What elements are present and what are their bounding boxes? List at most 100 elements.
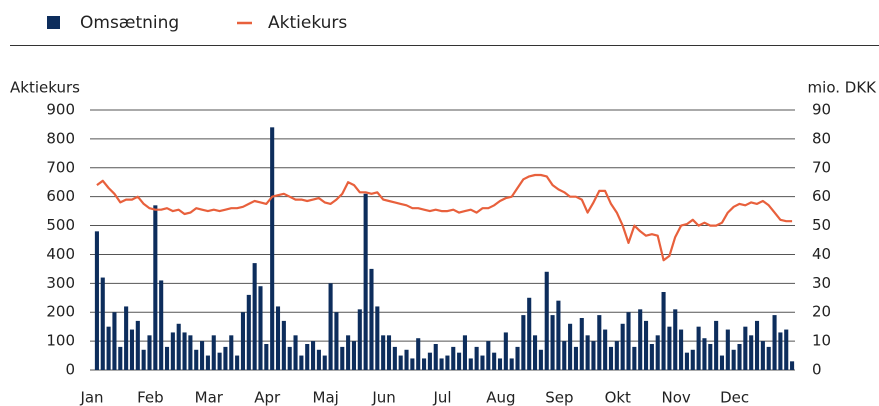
- y-tick-label: 900: [46, 101, 75, 119]
- bar: [305, 344, 310, 370]
- bar: [731, 349, 736, 370]
- bar: [451, 346, 456, 370]
- bar: [608, 346, 614, 370]
- bar: [375, 306, 380, 370]
- bar: [679, 329, 684, 370]
- bar: [719, 355, 725, 370]
- x-tick-label: Mar: [195, 389, 224, 406]
- bar: [381, 335, 386, 370]
- bar: [100, 277, 105, 370]
- bar: [573, 346, 578, 370]
- y2-tick-label: 60: [812, 187, 831, 205]
- bar: [784, 329, 789, 370]
- bar: [194, 349, 199, 370]
- bar: [743, 326, 748, 370]
- bar: [246, 294, 251, 370]
- bar: [392, 346, 397, 370]
- bar: [562, 341, 567, 370]
- x-tick-label: Jul: [432, 389, 451, 406]
- y-tick-label: 700: [46, 158, 75, 176]
- x-tick-label: Jun: [371, 389, 395, 406]
- bar: [632, 346, 637, 370]
- bar: [433, 344, 438, 370]
- y2-tick-label: 50: [812, 216, 831, 234]
- bar: [159, 280, 164, 370]
- bar: [235, 355, 240, 370]
- y-tick-label: 500: [46, 216, 75, 234]
- bar: [457, 352, 462, 370]
- bar: [258, 286, 263, 370]
- bar: [357, 309, 362, 370]
- bar: [223, 346, 228, 370]
- bar: [486, 341, 491, 370]
- bar: [264, 344, 269, 370]
- bar: [760, 341, 765, 370]
- bar: [94, 231, 99, 370]
- bar: [714, 320, 719, 370]
- bar: [410, 358, 415, 370]
- bar: [527, 297, 532, 370]
- bar: [492, 352, 497, 370]
- bar: [468, 358, 473, 370]
- bar: [404, 349, 409, 370]
- bar: [655, 335, 660, 370]
- bar: [725, 329, 730, 370]
- y2-axis-label: mio. DKK: [808, 79, 878, 97]
- x-tick-label: Aug: [486, 389, 515, 406]
- bar: [749, 335, 754, 370]
- y-tick-label: 300: [46, 274, 75, 292]
- x-tick-label: Apr: [254, 389, 281, 406]
- x-tick-label: Sep: [545, 389, 573, 406]
- bar: [556, 300, 561, 370]
- bar: [462, 335, 467, 370]
- bar: [673, 309, 678, 370]
- bar: [772, 315, 777, 370]
- bar: [474, 346, 479, 370]
- bar: [200, 341, 205, 370]
- bar: [252, 263, 257, 370]
- y-tick-label: 100: [46, 332, 75, 350]
- bar: [445, 355, 450, 370]
- bar: [696, 326, 701, 370]
- bar: [684, 352, 689, 370]
- bar: [667, 326, 672, 370]
- y2-tick-label: 0: [812, 361, 822, 379]
- bar: [603, 329, 608, 370]
- bar: [568, 323, 573, 370]
- bar: [153, 205, 158, 370]
- bar: [351, 341, 356, 370]
- y-tick-label: 600: [46, 187, 75, 205]
- bar: [766, 346, 771, 370]
- bar: [737, 344, 742, 370]
- bar: [287, 346, 292, 370]
- bar: [293, 335, 298, 370]
- bar: [649, 344, 654, 370]
- bar: [112, 312, 117, 370]
- bar: [141, 349, 146, 370]
- bar: [550, 315, 555, 370]
- y2-tick-label: 10: [812, 332, 831, 350]
- bar: [328, 283, 333, 370]
- bar: [217, 352, 222, 370]
- bar: [164, 346, 170, 370]
- bar: [614, 341, 619, 370]
- bar: [270, 127, 275, 370]
- bar: [147, 335, 152, 370]
- y2-tick-label: 80: [812, 129, 831, 147]
- bar: [316, 349, 321, 370]
- y2-tick-label: 20: [812, 303, 831, 321]
- bar: [515, 346, 520, 370]
- bar: [521, 315, 526, 370]
- y2-tick-label: 30: [812, 274, 831, 292]
- bar: [176, 323, 181, 370]
- bar: [124, 306, 129, 370]
- line: [96, 173, 793, 262]
- bar: [334, 312, 339, 370]
- bar: [135, 320, 140, 370]
- y-tick-label: 800: [46, 129, 75, 147]
- bar: [229, 335, 234, 370]
- bar: [591, 341, 596, 370]
- bar: [533, 335, 538, 370]
- x-tick-label: Jan: [79, 389, 103, 406]
